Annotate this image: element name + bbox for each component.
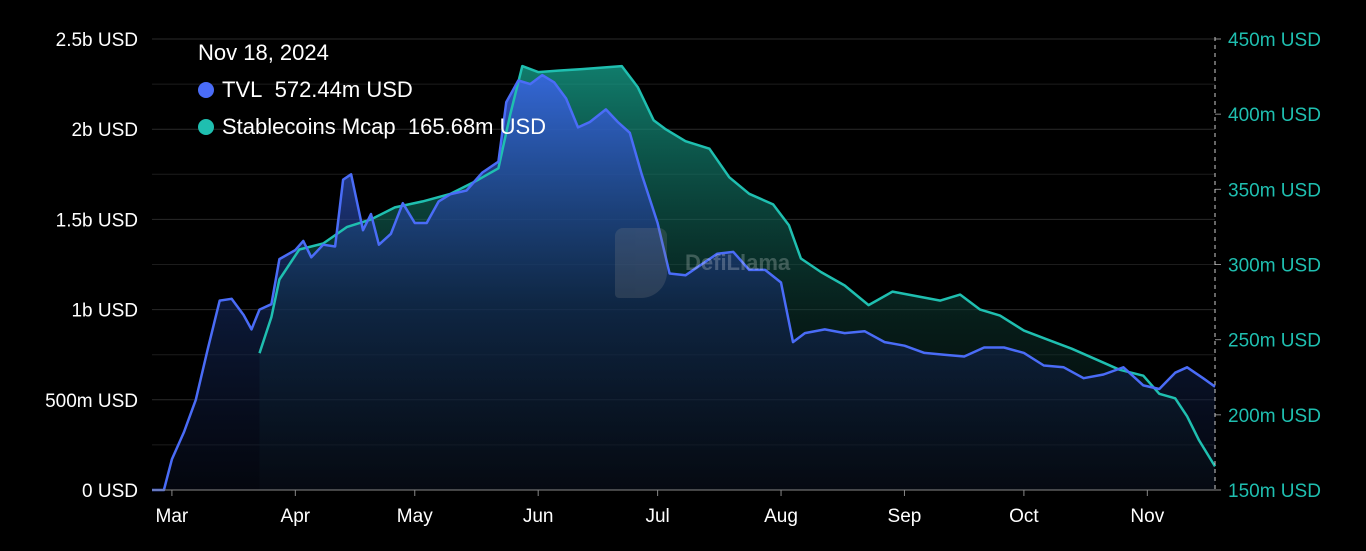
series-areas [152,66,1215,490]
stablecoins-dot-icon [198,118,214,135]
x-tick-label: May [397,506,433,527]
legend-value-tvl: 572.44m USD [274,77,413,102]
llama-logo-icon [615,228,667,298]
y-left-tick-label: 1.5b USD [56,210,138,231]
y-right-tick-label: 450m USD [1228,30,1321,51]
y-left-tick-label: 2b USD [71,120,138,141]
y-right-tick-label: 200m USD [1228,406,1321,427]
y-right-tick-label: 250m USD [1228,331,1321,352]
x-tick-label: Aug [764,506,798,527]
tooltip-legend: Nov 18, 2024 TVL 572.44m USD Stablecoins… [198,34,546,145]
y-right-tick-label: 350m USD [1228,180,1321,201]
x-tick-label: Jun [523,506,554,527]
x-tick-label: Mar [156,506,189,527]
x-tick-label: Jul [645,506,669,527]
tooltip-date: Nov 18, 2024 [198,40,329,65]
legend-label-tvl: TVL [222,77,263,102]
watermark: DefiLlama [615,228,790,298]
line-stablecoins [258,64,1217,468]
y-left-tick-label: 500m USD [45,391,138,412]
watermark-text: DefiLlama [685,250,791,275]
y-left-tick-label: 0 USD [82,481,138,502]
area-tvl [152,75,1215,490]
y-right-tick-label: 150m USD [1228,481,1321,502]
legend-value-stablecoins: 165.68m USD [407,114,547,139]
x-tick-label: Nov [1130,506,1164,527]
x-tick-label: Sep [888,506,922,527]
series-lines [152,64,1217,492]
y-left-tick-label: 1b USD [71,301,138,322]
legend-item-stablecoins: Stablecoins Mcap 165.68m USD [198,108,546,145]
legend-item-tvl: TVL 572.44m USD [198,71,546,108]
x-tick-label: Oct [1009,506,1039,527]
tvl-dot-icon [198,81,214,98]
legend-label-stablecoins: Stablecoins Mcap [222,114,396,139]
y-right-tick-label: 300m USD [1228,256,1321,277]
axes: 0 USD 500m USD 1b USD 1.5b USD 2b USD 2.5b US… [45,30,1321,527]
x-tick-label: Apr [281,506,311,527]
y-right-tick-label: 400m USD [1228,105,1321,126]
line-tvl [152,73,1216,492]
y-left-tick-label: 2.5b USD [56,30,138,51]
